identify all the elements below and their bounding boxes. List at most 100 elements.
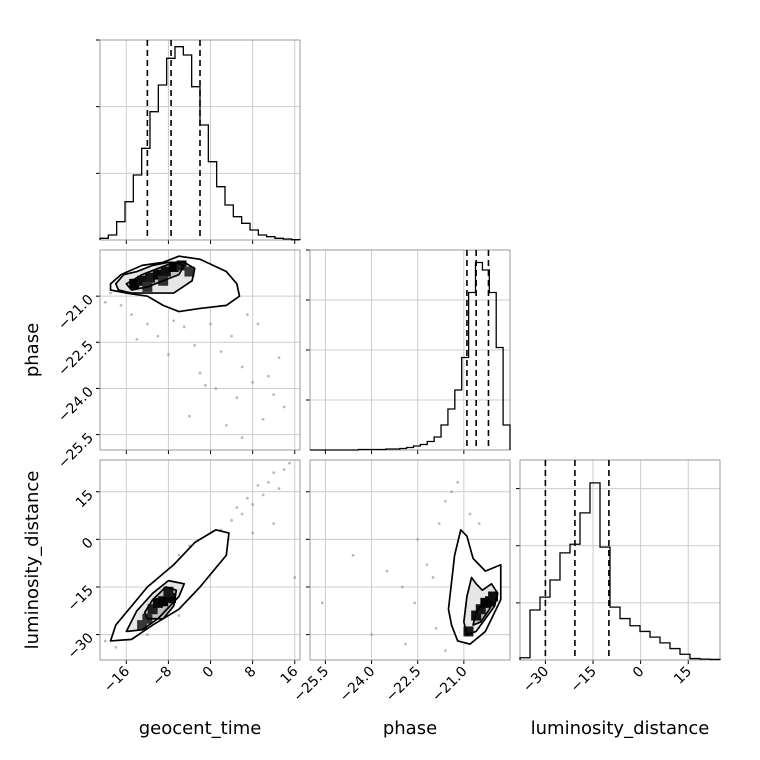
- y-tick-label: −21.0: [55, 292, 97, 334]
- scatter-point: [267, 480, 270, 484]
- scatter-point: [256, 322, 260, 326]
- scatter-point: [282, 468, 286, 471]
- xlabel-luminosity-distance: luminosity_distance: [531, 718, 710, 739]
- density-cell: [158, 596, 169, 607]
- scatter-point: [416, 537, 420, 541]
- y-tick-label: −22.5: [55, 338, 97, 380]
- density-cell: [145, 272, 155, 283]
- x-tick-label: −30: [520, 664, 552, 696]
- density-cell: [184, 266, 195, 277]
- scatter-point: [235, 506, 239, 510]
- scatter-point: [177, 614, 181, 617]
- scatter-point: [193, 343, 197, 347]
- x-tick-label: 16: [278, 663, 302, 687]
- contour-line-2: [472, 598, 494, 626]
- scatter-point: [156, 334, 160, 338]
- scatter-point: [103, 639, 107, 643]
- hist-frame: [519, 459, 721, 661]
- xlabel-phase: phase: [383, 718, 437, 739]
- x-tick-label: 0: [630, 664, 648, 682]
- scatter-point: [293, 576, 297, 579]
- density-cell: [147, 604, 158, 615]
- x-tick-label: −8: [149, 664, 175, 690]
- contour-line-2: [125, 261, 186, 291]
- scatter-point: [277, 356, 281, 360]
- hist-frame: [309, 249, 511, 451]
- scatter-point: [468, 512, 472, 516]
- scatter-panel-frame: [309, 459, 511, 661]
- histogram-geocent-time: [96, 39, 301, 244]
- contour-luminosity-distance-vs-phase: −25.5 −24.0 −22.5 −21.0: [291, 459, 511, 706]
- scatter-point: [235, 396, 239, 400]
- contour-line-1: [125, 579, 186, 633]
- scatter-point: [230, 518, 233, 522]
- density-cell: [160, 266, 171, 277]
- scatter-panel-frame: [99, 459, 301, 661]
- y-tick-label: −25.5: [55, 430, 97, 472]
- xlabel-geocent-time: geocent_time: [139, 718, 262, 739]
- y-tick-label: 0: [79, 535, 97, 553]
- y-tick-label: −15: [65, 582, 97, 614]
- scatter-point: [145, 322, 149, 326]
- histogram-luminosity-distance: −30 −15 0 15: [516, 459, 721, 696]
- scatter-point: [130, 313, 133, 317]
- x-tick-label: −21.0: [429, 664, 471, 706]
- scatter-point: [209, 322, 212, 326]
- scatter-point: [135, 337, 139, 341]
- x-tick-label: 15: [671, 664, 695, 688]
- scatter-point: [251, 380, 255, 384]
- y-tick-label: −30: [65, 630, 97, 662]
- contour-line-2: [143, 586, 178, 620]
- scatter-point: [370, 633, 373, 637]
- scatter-point: [403, 642, 407, 646]
- scatter-point: [385, 569, 389, 573]
- scatter-point: [230, 334, 233, 338]
- scatter-point: [282, 405, 286, 409]
- density-cell: [152, 597, 163, 608]
- contour-line-0: [447, 528, 502, 645]
- scatter-point: [320, 601, 324, 605]
- scatter-point: [272, 522, 276, 525]
- scatter-point: [437, 522, 441, 525]
- scatter-point: [288, 461, 291, 465]
- contour-line-0: [109, 255, 241, 313]
- x-tick-label: −22.5: [383, 664, 425, 706]
- density-cell: [475, 604, 486, 615]
- scatter-point: [145, 633, 149, 637]
- scatter-point: [425, 563, 429, 567]
- scatter-point: [172, 319, 176, 323]
- x-tick-label: 8: [242, 664, 260, 682]
- x-tick-label: −16: [101, 663, 133, 695]
- scatter-point: [261, 417, 265, 421]
- scatter-point: [109, 291, 112, 295]
- x-tick-label: −24.0: [337, 664, 379, 706]
- scatter-point: [477, 522, 481, 525]
- x-tick-label: 0: [200, 664, 218, 682]
- density-cell: [166, 593, 177, 604]
- scatter-point: [443, 499, 447, 503]
- scatter-point: [351, 553, 355, 557]
- density-cell: [168, 261, 179, 272]
- scatter-point: [240, 365, 244, 369]
- x-tick-label: −25.5: [291, 664, 333, 706]
- y-tick-label: −24.0: [55, 384, 97, 426]
- scatter-point: [240, 512, 244, 516]
- scatter-point: [177, 553, 181, 557]
- scatter-point: [272, 471, 276, 475]
- density-cell: [137, 620, 148, 631]
- density-cell: [163, 586, 174, 597]
- contour-line-1: [114, 261, 196, 294]
- density-cell: [152, 269, 163, 280]
- density-cell: [137, 275, 148, 286]
- scatter-point: [245, 313, 249, 317]
- scatter-point: [188, 414, 191, 418]
- scatter-point: [413, 601, 417, 605]
- ylabel-luminosity-distance: luminosity_distance: [22, 471, 43, 650]
- scatter-point: [203, 383, 207, 387]
- scatter-point: [261, 493, 265, 497]
- density-cell: [463, 626, 474, 637]
- scatter-point: [245, 496, 249, 500]
- scatter-point: [277, 487, 281, 490]
- density-cell: [129, 278, 140, 289]
